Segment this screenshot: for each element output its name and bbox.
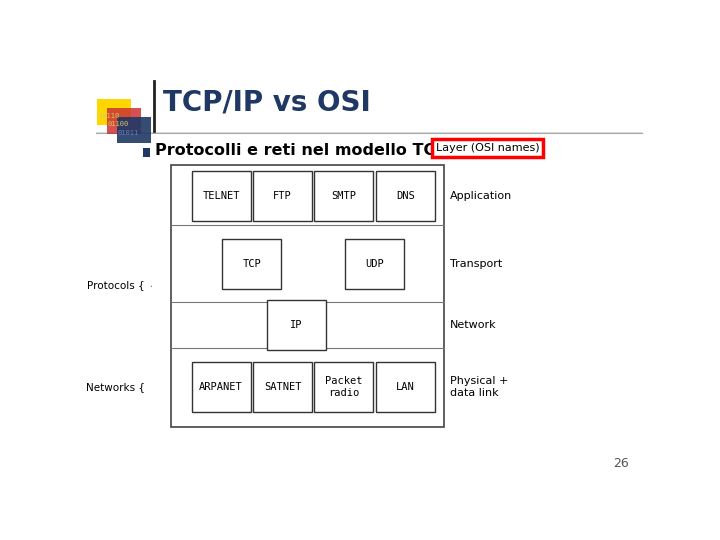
Bar <box>376 362 435 412</box>
Text: Physical +
data link: Physical + data link <box>450 376 508 398</box>
Text: SATNET: SATNET <box>264 382 301 392</box>
Bar <box>192 171 251 221</box>
Text: FTP: FTP <box>273 191 292 201</box>
Text: Transport: Transport <box>450 259 502 269</box>
Text: LAN: LAN <box>396 382 415 392</box>
Bar <box>253 171 312 221</box>
Bar <box>107 109 141 134</box>
Text: 10110: 10110 <box>98 112 119 118</box>
Text: Protocols {: Protocols { <box>87 280 145 290</box>
Text: UDP: UDP <box>365 259 384 269</box>
Text: IP: IP <box>290 320 302 330</box>
Text: DNS: DNS <box>396 191 415 201</box>
Text: 01011: 01011 <box>118 130 139 136</box>
Text: TELNET: TELNET <box>202 191 240 201</box>
Bar <box>96 99 131 125</box>
Bar <box>192 362 251 412</box>
Text: Networks {: Networks { <box>86 382 145 392</box>
Text: Layer (OSI names): Layer (OSI names) <box>436 143 539 153</box>
Text: Network: Network <box>450 320 497 330</box>
Bar <box>171 165 444 427</box>
Bar <box>117 117 151 143</box>
Bar <box>222 239 282 289</box>
Bar <box>253 362 312 412</box>
Bar <box>267 300 326 349</box>
Text: Application: Application <box>450 191 512 201</box>
Text: TCP: TCP <box>243 259 261 269</box>
Bar <box>315 362 374 412</box>
Text: Packet
radio: Packet radio <box>325 376 363 398</box>
Text: TCP/IP vs OSI: TCP/IP vs OSI <box>163 88 370 116</box>
Bar <box>143 147 150 157</box>
Bar <box>315 171 374 221</box>
Bar <box>345 239 404 289</box>
Text: Protocolli e reti nel modello TCP/IP.: Protocolli e reti nel modello TCP/IP. <box>156 144 474 158</box>
Text: 01100: 01100 <box>108 122 129 127</box>
Text: ARPANET: ARPANET <box>199 382 243 392</box>
Text: SMTP: SMTP <box>331 191 356 201</box>
Bar <box>376 171 435 221</box>
Text: 26: 26 <box>613 457 629 470</box>
